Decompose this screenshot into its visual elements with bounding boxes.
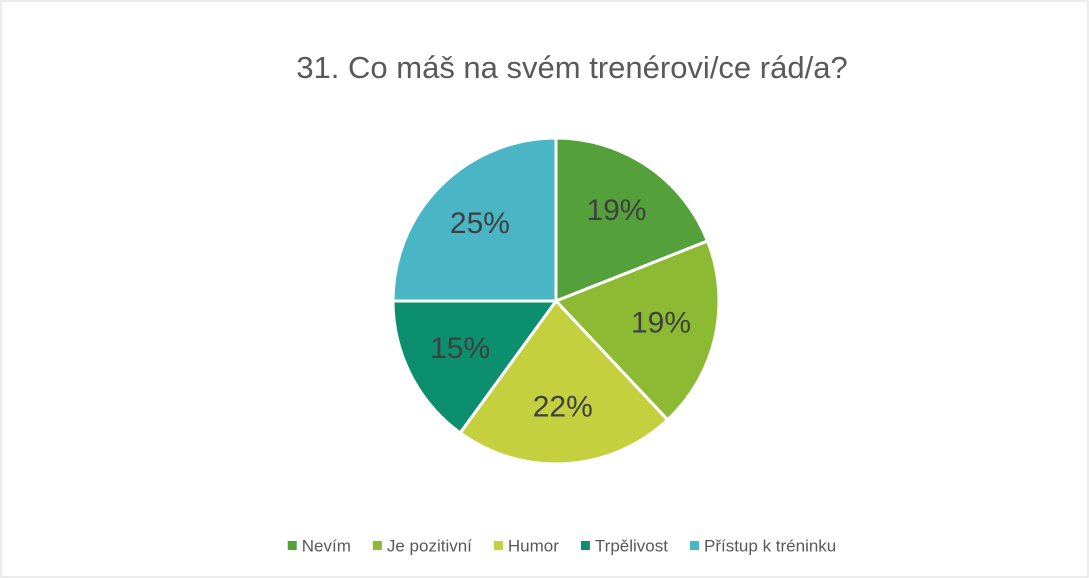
legend-label: Nevím: [302, 536, 351, 555]
data-label: 19%: [586, 194, 646, 227]
legend-swatch: [372, 541, 382, 550]
chart-title: 31. Co máš na svém trenérovi/ce rád/a?: [296, 50, 847, 85]
data-label: 19%: [631, 306, 691, 339]
data-label: 25%: [450, 207, 510, 240]
legend-swatch: [580, 541, 590, 550]
legend-label: Je pozitivní: [387, 536, 472, 555]
data-label: 22%: [533, 390, 593, 423]
pie-slice: [391, 136, 558, 303]
legend-label: Přístup k tréninku: [704, 536, 836, 555]
legend-label: Humor: [508, 536, 559, 555]
pie-slice: [458, 298, 670, 466]
legend-swatch: [493, 541, 503, 550]
pie-slice: [391, 299, 559, 435]
pie-slice: [553, 239, 721, 422]
legend-label: Trpělivost: [595, 536, 668, 555]
data-label: 15%: [430, 332, 490, 365]
pie-slice: [554, 136, 710, 304]
legend-swatch: [689, 541, 699, 550]
legend-swatch: [287, 541, 297, 550]
